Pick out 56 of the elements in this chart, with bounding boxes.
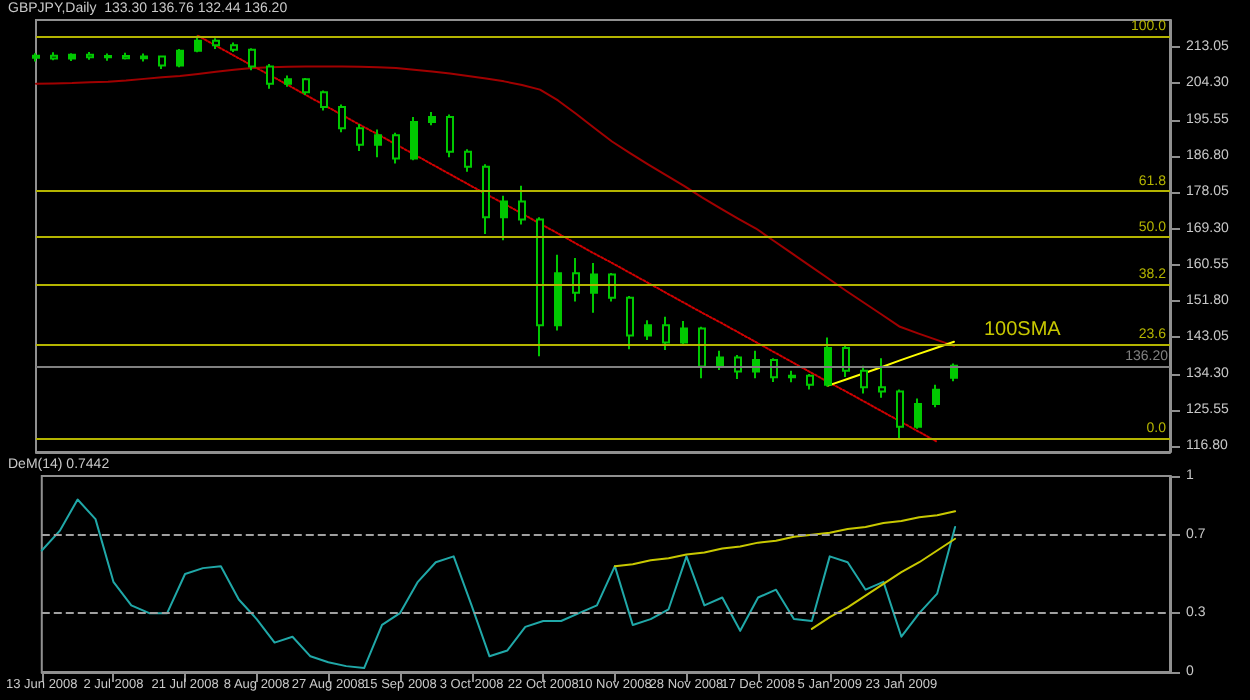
candlestick (338, 103, 346, 134)
candlestick (500, 194, 508, 242)
candlestick (212, 37, 220, 51)
candlestick (572, 256, 580, 303)
candlestick (590, 261, 598, 314)
candlestick (770, 357, 778, 383)
candlestick (878, 357, 886, 399)
candlestick (86, 50, 94, 61)
candlestick (302, 77, 310, 97)
candlestick (266, 62, 274, 90)
candlestick (140, 52, 148, 63)
candlestick (356, 123, 364, 153)
candlestick (554, 253, 562, 332)
candlestick (68, 52, 76, 63)
candlestick (392, 131, 400, 165)
candlestick (50, 51, 58, 62)
line-series (827, 340, 955, 387)
line-series (810, 537, 957, 630)
candlestick (320, 89, 328, 112)
candlestick (518, 184, 526, 226)
line-series (40, 498, 957, 670)
candlestick (194, 34, 202, 54)
candlestick (716, 349, 724, 371)
line-series (613, 510, 957, 568)
candlestick (608, 271, 616, 303)
candlestick (626, 295, 634, 351)
line-series (35, 65, 955, 347)
candlestick (932, 383, 940, 409)
candlestick (104, 52, 112, 62)
candlestick (842, 344, 850, 378)
candlestick (914, 397, 922, 430)
candlestick (806, 373, 814, 391)
candlestick (374, 128, 382, 159)
text: 100SMA (984, 319, 1062, 341)
candlestick (158, 54, 166, 70)
candlestick (122, 51, 130, 61)
candlestick (860, 364, 868, 395)
candlestick (428, 111, 436, 127)
candlestick (824, 336, 832, 388)
candlestick (248, 47, 256, 72)
candlestick (662, 315, 670, 352)
line-series (197, 34, 937, 443)
candlestick (644, 319, 652, 342)
candlestick (788, 369, 796, 384)
candlestick (176, 48, 184, 69)
candlestick (446, 113, 454, 159)
candlestick (410, 116, 418, 162)
candlestick (284, 74, 292, 88)
candlestick (680, 319, 688, 346)
candlestick (464, 148, 472, 173)
candlestick (536, 216, 544, 358)
candlestick (896, 388, 904, 440)
candlestick (230, 41, 238, 53)
candlestick (698, 325, 706, 380)
candlestick (482, 163, 490, 235)
candlestick (32, 52, 40, 63)
